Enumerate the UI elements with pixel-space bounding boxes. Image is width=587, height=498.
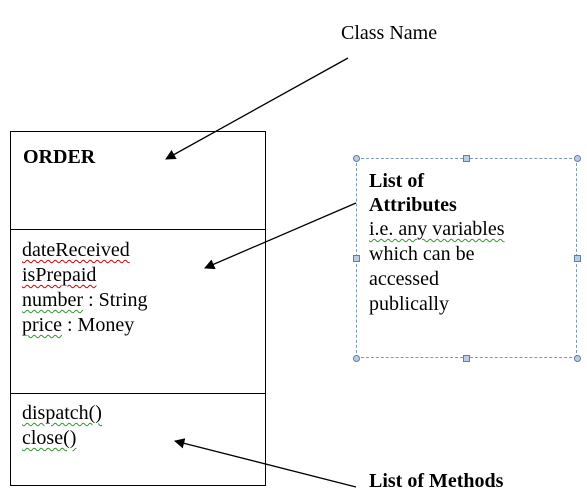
resize-handle-top-left[interactable] [353,155,360,162]
attributes-note-line: which can be [369,243,475,265]
attributes-note-line: i.e. any variables [369,218,505,240]
resize-handle-bottom[interactable] [463,355,470,362]
attribute-item: number : String [22,289,148,311]
attribute-item: dateReceived [22,239,130,261]
attributes-note-line: accessed [369,268,439,290]
name-divider [10,229,266,230]
attributes-note-line: publically [369,293,449,315]
class-name-label: Class Name [341,22,438,44]
attribute-item: price : Money [22,314,135,336]
resize-handle-right[interactable] [574,255,581,262]
list-of-methods-label: List of Methods [369,470,504,492]
method-item: close() [22,427,77,449]
attributes-note-title-1: List of [369,170,424,192]
attributes-divider [10,393,266,394]
class-name-arrow [165,57,349,160]
attribute-item: isPrepaid [22,264,97,286]
resize-handle-top[interactable] [463,155,470,162]
resize-handle-top-right[interactable] [574,155,581,162]
method-item: dispatch() [22,402,102,424]
class-name-value: ORDER [23,146,96,168]
uml-class-box [10,131,266,486]
attributes-arrow [204,202,357,270]
resize-handle-bottom-left[interactable] [353,355,360,362]
resize-handle-bottom-right[interactable] [574,355,581,362]
resize-handle-left[interactable] [353,255,360,262]
attributes-note-title-2: Attributes [369,194,457,216]
